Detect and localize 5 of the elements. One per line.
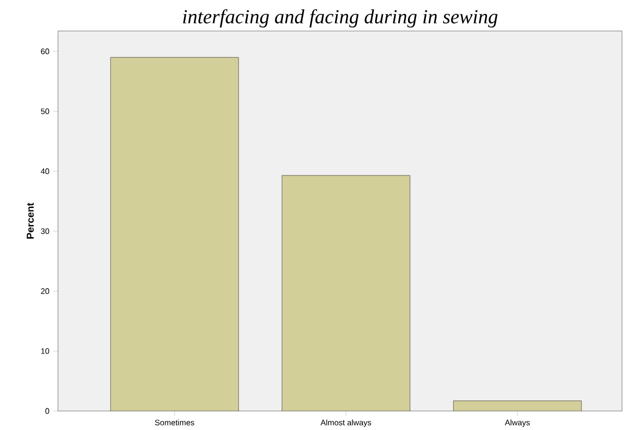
y-axis-title: Percent: [26, 202, 34, 239]
bar: [453, 400, 582, 411]
bar: [282, 175, 410, 411]
bar: [110, 57, 239, 411]
chart-title: interfacing and facing during in sewing: [183, 9, 498, 28]
